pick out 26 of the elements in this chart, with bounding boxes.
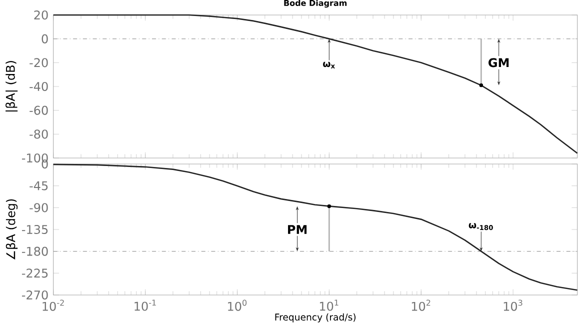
x-tick-label: 10$^{2}$ — [412, 300, 430, 311]
y-tick-label: -225 — [22, 268, 48, 278]
y-tick-label: 0 — [42, 34, 48, 44]
y-tick-label: -20 — [30, 58, 48, 68]
y-tick-label: -180 — [22, 246, 48, 256]
y-tick-label: -135 — [22, 224, 48, 234]
y-tick-label: 20 — [34, 10, 48, 20]
y-tick-label: -270 — [22, 290, 48, 300]
annotation: GM — [488, 58, 509, 68]
y-axis-title: ∠βA (deg) — [6, 199, 18, 260]
y-tick-label: -40 — [30, 82, 48, 92]
y-tick-label: -60 — [30, 106, 48, 115]
x-tick-label: 10$^{-1}$ — [134, 300, 156, 311]
y-tick-label: -80 — [30, 130, 48, 139]
x-tick-label: 10$^{0}$ — [228, 300, 247, 311]
x-tick-label: 10$^{3}$ — [504, 300, 522, 311]
chart-title: Bode Diagram — [284, 0, 347, 8]
x-tick-label: 10$^{1}$ — [320, 300, 338, 311]
annotation: ω$_{-180}$ — [468, 223, 493, 230]
annotation: ω$_{x}$ — [323, 62, 335, 68]
y-axis-title: |βA| (dB) — [6, 61, 18, 112]
x-axis-title: Frequency (rad/s) — [275, 313, 356, 322]
annotation: PM — [288, 225, 307, 234]
y-tick-label: -45 — [30, 181, 48, 190]
x-tick-label: 10$^{-2}$ — [42, 300, 64, 311]
y-tick-label: -90 — [30, 203, 48, 212]
